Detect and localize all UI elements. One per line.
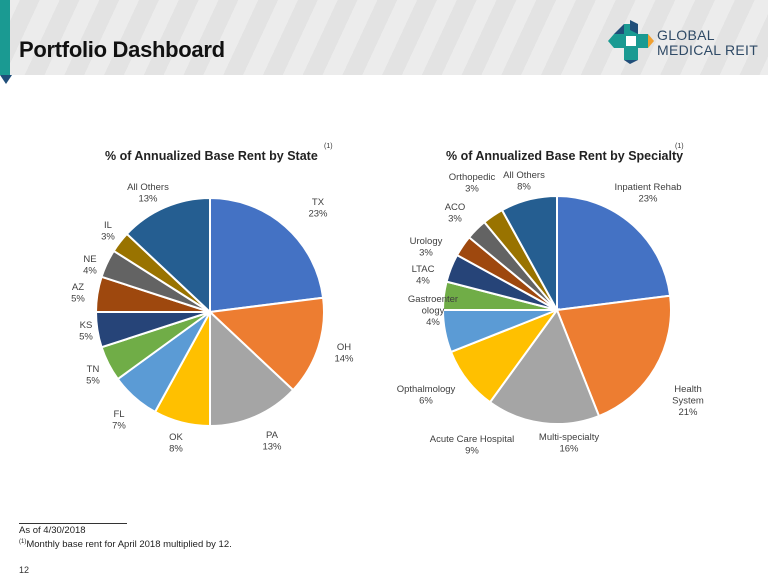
state-label-all-others: All Others 13% xyxy=(127,182,169,205)
specialty-label-orthopedic: Orthopedic 3% xyxy=(449,172,496,195)
state-label-tx: TX 23% xyxy=(308,197,328,220)
specialty-label-ltac: LTAC 4% xyxy=(412,264,435,287)
specialty-pie: Inpatient Rehab 23% Health System 21% Multi-s… xyxy=(397,170,704,457)
specialty-slice-health-system xyxy=(555,294,672,418)
specialty-chart-title: % of Annualized Base Rent by Specialty xyxy=(446,149,684,163)
logo-text: GLOBAL MEDICAL REIT xyxy=(657,28,758,58)
footnote-1: (1)Monthly base rent for April 2018 mult… xyxy=(19,539,232,550)
specialty-slice-all-others xyxy=(500,194,558,311)
state-label-ne: NE 4% xyxy=(83,254,97,277)
specialty-label-aco: ACO 3% xyxy=(445,202,466,225)
accent-bar xyxy=(0,0,10,75)
state-label-ok: OK 8% xyxy=(169,432,183,455)
specialty-label-gastroenterology: Gastroenter ology 4% xyxy=(408,294,458,328)
state-pie: TX 23% OH 14% PA 13% OK 8% FL 7% TN 5% KS 5% AZ 5% NE 4% I… xyxy=(71,182,354,455)
state-chart-superscript: (1) xyxy=(324,143,333,150)
specialty-label-inpatient-rehab: Inpatient Rehab 23% xyxy=(614,182,681,205)
accent-triangle xyxy=(0,75,12,84)
as-of-date: As of 4/30/2018 xyxy=(19,525,86,536)
specialty-label-all-others: All Others 8% xyxy=(503,170,545,193)
footnote-marker: (1) xyxy=(19,539,27,545)
state-chart-title: % of Annualized Base Rent by State xyxy=(105,149,318,163)
specialty-chart-superscript: (1) xyxy=(675,143,684,150)
specialty-label-opthalmology: Opthalmology 6% xyxy=(397,384,456,407)
logo-line2: MEDICAL REIT xyxy=(657,42,759,58)
state-label-ks: KS 5% xyxy=(79,320,93,343)
state-label-pa: PA 13% xyxy=(262,430,282,453)
page-title: Portfolio Dashboard xyxy=(19,37,225,62)
specialty-slice-multi-specialty xyxy=(488,307,601,425)
specialty-label-urology: Urology 3% xyxy=(410,236,443,259)
state-slice-oh xyxy=(207,296,325,392)
specialty-label-acute-care-hospital: Acute Care Hospital 9% xyxy=(430,434,514,457)
state-slice-all-others xyxy=(125,196,211,315)
state-slice-pa xyxy=(209,309,295,428)
state-label-oh: OH 14% xyxy=(334,342,354,365)
footnote-text: Monthly base rent for April 2018 multipl… xyxy=(26,539,232,551)
state-label-tn: TN 5% xyxy=(86,364,100,387)
state-label-fl: FL 7% xyxy=(112,409,126,432)
specialty-label-health-system: Health System 21% xyxy=(672,384,704,418)
logo-line1: GLOBAL xyxy=(657,27,715,43)
state-label-az: AZ 5% xyxy=(71,282,85,305)
state-slice-tx xyxy=(209,196,325,314)
footnote-divider xyxy=(19,523,127,524)
page-number: 12 xyxy=(19,565,30,575)
specialty-slice-inpatient-rehab xyxy=(556,194,672,312)
global-medical-reit-logo-icon xyxy=(608,20,654,64)
specialty-label-multi-specialty: Multi-specialty 16% xyxy=(539,432,599,455)
state-label-il: IL 3% xyxy=(101,220,115,243)
